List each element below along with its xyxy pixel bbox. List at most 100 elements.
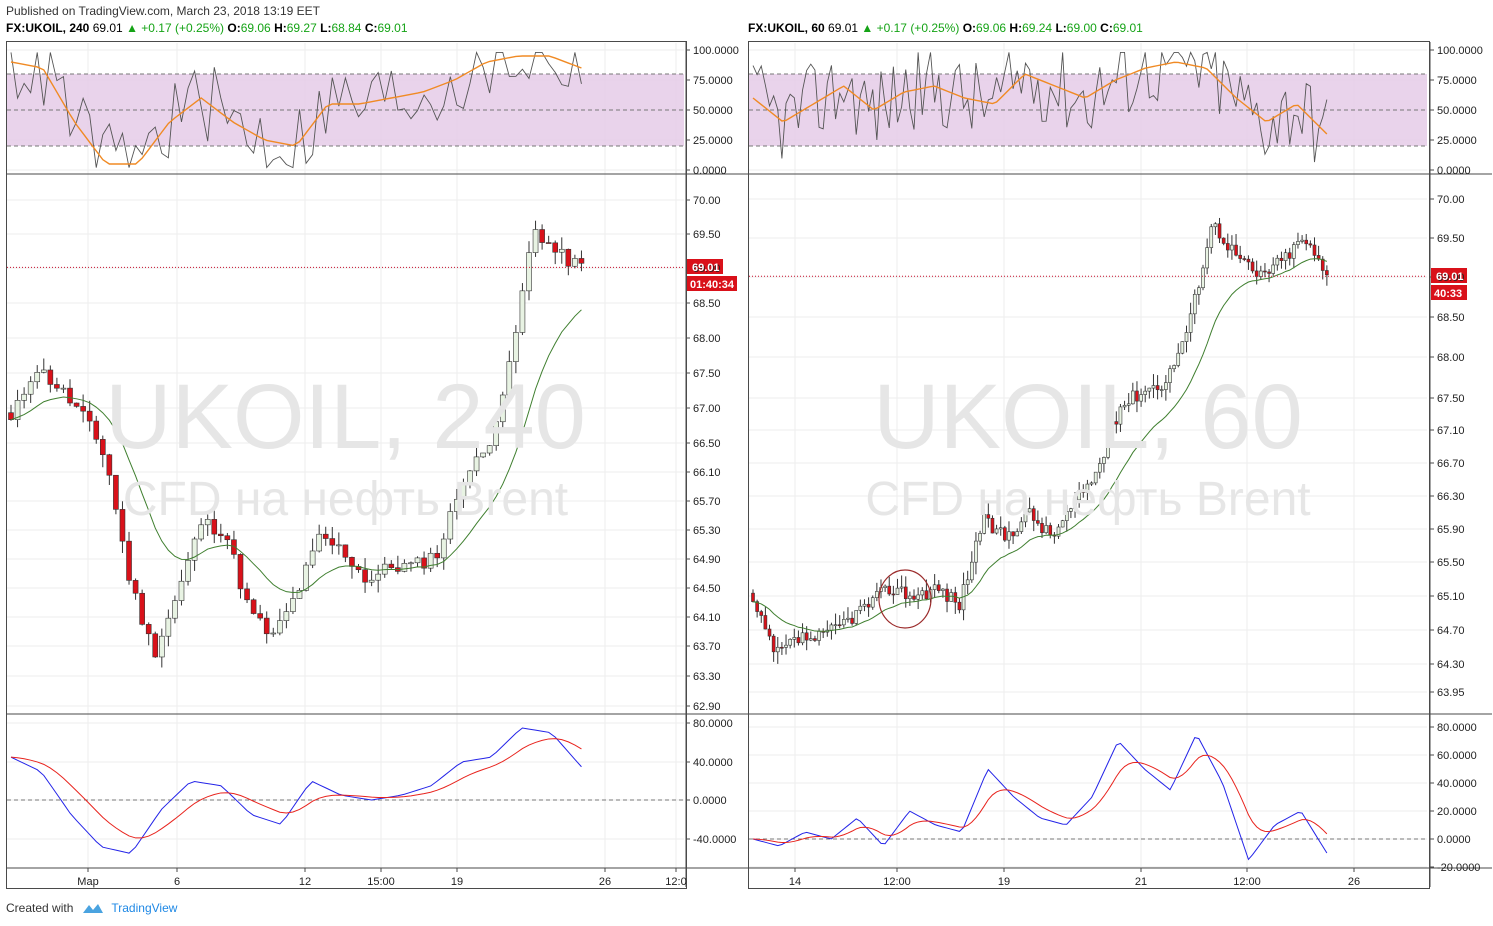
candle — [1287, 252, 1292, 259]
tradingview-brand[interactable]: TradingView — [111, 901, 178, 915]
price-axis-label: 65.50 — [1437, 557, 1465, 569]
price-axis-label: 64.50 — [693, 583, 721, 595]
candle — [862, 603, 867, 607]
candle — [427, 552, 434, 569]
candle — [837, 624, 842, 627]
candle — [80, 406, 86, 412]
candle — [1118, 406, 1123, 425]
candle — [421, 557, 427, 569]
candle — [1147, 387, 1152, 392]
time-axis-label: 14 — [789, 876, 801, 888]
candle — [1064, 511, 1069, 521]
price-change: ▲ +0.17 (+0.25%) — [126, 21, 225, 35]
candle — [957, 601, 962, 611]
candle — [1242, 258, 1247, 260]
candle — [139, 592, 145, 625]
price-axis-label: 65.10 — [1437, 591, 1465, 603]
candle — [970, 561, 974, 581]
candle — [145, 624, 152, 635]
candle — [796, 637, 801, 644]
candle — [1044, 525, 1048, 534]
macd-axis-label: 20.0000 — [1437, 806, 1477, 818]
candle — [895, 587, 900, 595]
candle — [434, 552, 440, 559]
candle — [99, 439, 106, 456]
candle — [211, 519, 218, 535]
candle — [1234, 244, 1238, 256]
candle — [775, 646, 780, 653]
watermark-title: UKOIL, 60 — [873, 366, 1303, 468]
price-axis-label: 66.30 — [1437, 491, 1465, 503]
candle — [924, 590, 929, 600]
candle — [1098, 463, 1102, 473]
candle — [486, 445, 493, 454]
candle — [1007, 531, 1011, 541]
macd-signal-line — [10, 738, 582, 839]
rsi-axis-label: 0.0000 — [1437, 165, 1471, 177]
created-with-label: Created with — [6, 901, 74, 915]
candle — [506, 361, 513, 396]
candle — [126, 540, 132, 581]
candle — [870, 597, 875, 608]
candle — [532, 229, 539, 253]
rsi-ma-line — [752, 61, 1328, 135]
candle — [1159, 389, 1164, 391]
candle — [1209, 226, 1214, 248]
candle — [986, 514, 991, 519]
rsi-axis-label: 75.0000 — [693, 75, 733, 87]
candle — [1180, 341, 1185, 354]
rsi-axis-label: 25.0000 — [1437, 135, 1477, 147]
candle — [1279, 257, 1284, 261]
rsi-line — [10, 50, 582, 169]
candle — [899, 586, 904, 589]
candle — [800, 632, 805, 644]
macd-axis-label: -20.0000 — [1437, 862, 1480, 874]
candle — [572, 258, 578, 267]
candle — [1296, 241, 1300, 245]
candle — [1139, 394, 1143, 402]
rsi-axis-label: 100.0000 — [1437, 45, 1483, 57]
price-axis-label: 67.00 — [693, 403, 721, 415]
candle — [887, 585, 892, 595]
price-axis-label: 69.00 — [1437, 272, 1465, 284]
candle — [994, 528, 999, 534]
macd-axis-label: 80.0000 — [693, 718, 733, 730]
candle — [1320, 258, 1325, 271]
candle — [1271, 264, 1275, 274]
price-axis-label: 65.70 — [693, 496, 721, 508]
candle — [1077, 490, 1081, 501]
candle — [903, 586, 908, 600]
candle — [1238, 254, 1242, 259]
rsi-axis-label: 50.0000 — [693, 105, 733, 117]
candle — [467, 470, 473, 486]
candle — [949, 592, 953, 602]
candle — [244, 588, 250, 601]
candle — [788, 639, 792, 646]
candle — [316, 533, 322, 552]
symbol-info-right: FX:UKOIL, 60 69.01 ▲ +0.17 (+0.25%) O:69… — [748, 21, 1143, 35]
price-badge — [1431, 268, 1467, 283]
candle — [329, 538, 336, 546]
candle — [375, 573, 381, 581]
candle — [751, 592, 755, 602]
rsi-axis-label: 100.0000 — [693, 45, 739, 57]
time-axis-label: 19 — [451, 876, 463, 888]
macd-axis-label: 0.0000 — [1437, 834, 1471, 846]
candle — [974, 540, 978, 563]
candle — [1263, 270, 1267, 273]
candle — [908, 595, 912, 600]
candle — [808, 638, 813, 641]
candle — [1135, 390, 1139, 402]
candle — [1131, 390, 1135, 405]
candle — [27, 381, 34, 395]
candle — [283, 611, 290, 621]
candle — [277, 620, 283, 634]
candle — [303, 564, 309, 591]
candle — [519, 290, 526, 333]
candle — [60, 387, 67, 390]
rsi-axis-label: 50.0000 — [1437, 105, 1477, 117]
candle — [1300, 239, 1304, 242]
candle — [336, 544, 342, 547]
candle — [473, 456, 480, 472]
candle — [368, 579, 375, 583]
